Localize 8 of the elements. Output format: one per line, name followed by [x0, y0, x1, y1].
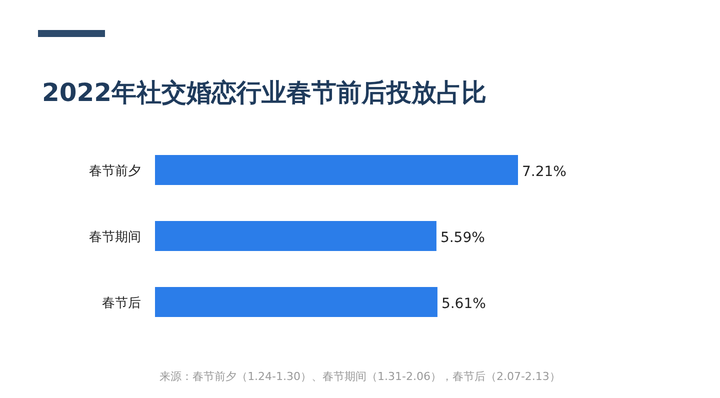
data-label: 5.59% [440, 230, 485, 246]
data-label: 7.21% [522, 164, 566, 180]
y-tick-label: 春节期间 [89, 230, 141, 245]
data-label: 5.61% [441, 296, 486, 312]
source-note: 来源：春节前夕（1.24-1.30）、春节期间（1.31-2.06），春节后（2.07-2.13） [160, 370, 560, 383]
y-tick-label: 春节后 [102, 296, 141, 311]
y-tick-label: 春节前夕 [89, 164, 141, 179]
chart-title: 2022年社交婚恋行业春节前后投放占比 [42, 78, 487, 107]
